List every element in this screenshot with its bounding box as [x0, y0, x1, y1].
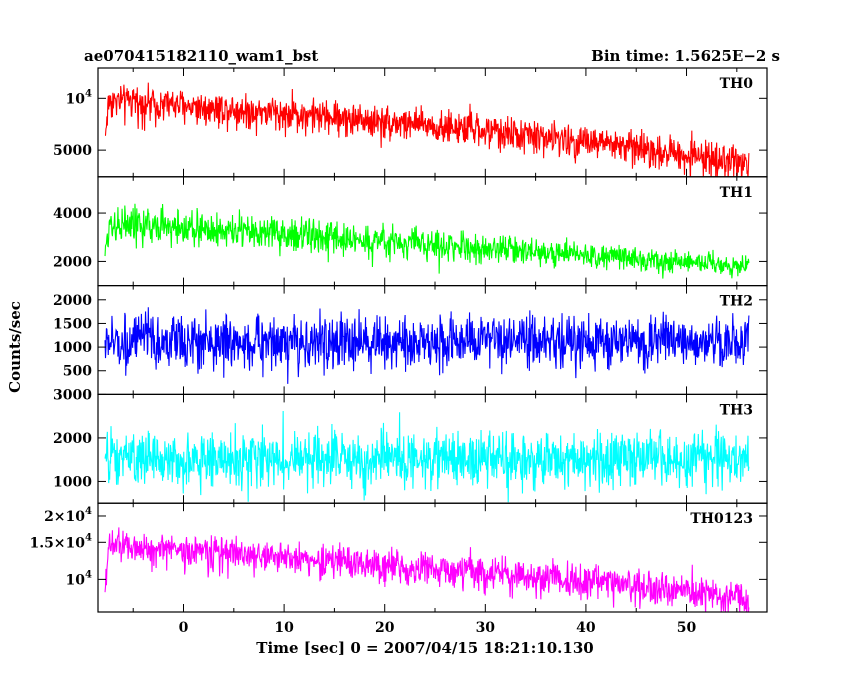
- x-tick-label: 10: [274, 620, 294, 636]
- y-tick-label: 2000: [53, 254, 92, 270]
- panel-label: TH2: [720, 294, 753, 310]
- x-tick-label: 30: [476, 620, 496, 636]
- panel-th1: 2000 4000 TH1: [53, 176, 768, 287]
- y-axis-label: Counts/sec: [6, 301, 24, 393]
- panel-label: TH0: [720, 76, 754, 92]
- x-axis-label: Time [sec] 0 = 2007/04/15 18:21:10.130: [256, 639, 593, 657]
- y-tick-label: 1500: [53, 316, 92, 332]
- y-tick-label: 3000: [53, 387, 92, 403]
- series-line-th0123: [104, 527, 750, 613]
- bin-time-label: Bin time: 1.5625E−2 s: [591, 47, 780, 65]
- y-tick-label: 2000: [53, 431, 92, 447]
- panel-frame: [97, 393, 768, 504]
- y-tick-label: 4000: [53, 206, 92, 222]
- panel-label: TH3: [720, 402, 753, 418]
- series-line-th1: [104, 203, 750, 279]
- x-tick-label: 40: [576, 620, 596, 636]
- y-tick-label: 500: [63, 364, 92, 380]
- panel-th2: 500 1000 1500 2000 TH2: [53, 285, 768, 396]
- y-tick-label: 1000: [53, 474, 92, 490]
- x-tick-label: 0: [179, 620, 189, 636]
- panel-th0123: 104 1.5×104 2×104 TH0123: [29, 502, 768, 613]
- y-tick-label: 1.5×104: [29, 532, 92, 551]
- panel-label: TH0123: [690, 511, 753, 527]
- panel-th3: 1000 2000 3000 TH3: [53, 387, 768, 504]
- y-tick-label: 2×104: [44, 506, 92, 525]
- y-tick-label: 2000: [53, 293, 92, 309]
- series-line-th0: [104, 82, 750, 177]
- y-tick-label: 104: [66, 569, 92, 588]
- x-tick-label: 20: [375, 620, 395, 636]
- y-tick-label: 104: [66, 88, 92, 107]
- y-tick-label: 5000: [53, 143, 92, 159]
- panel-label: TH1: [720, 185, 753, 201]
- panel-frame: [97, 502, 768, 613]
- x-tick-label: 50: [677, 620, 697, 636]
- series-line-th3: [104, 410, 750, 503]
- observation-id-title: ae070415182110_wam1_bst: [84, 47, 318, 65]
- series-line-th2: [104, 307, 750, 384]
- y-tick-label: 1000: [53, 340, 92, 356]
- panel-th0: 5000 104 TH0: [53, 67, 768, 178]
